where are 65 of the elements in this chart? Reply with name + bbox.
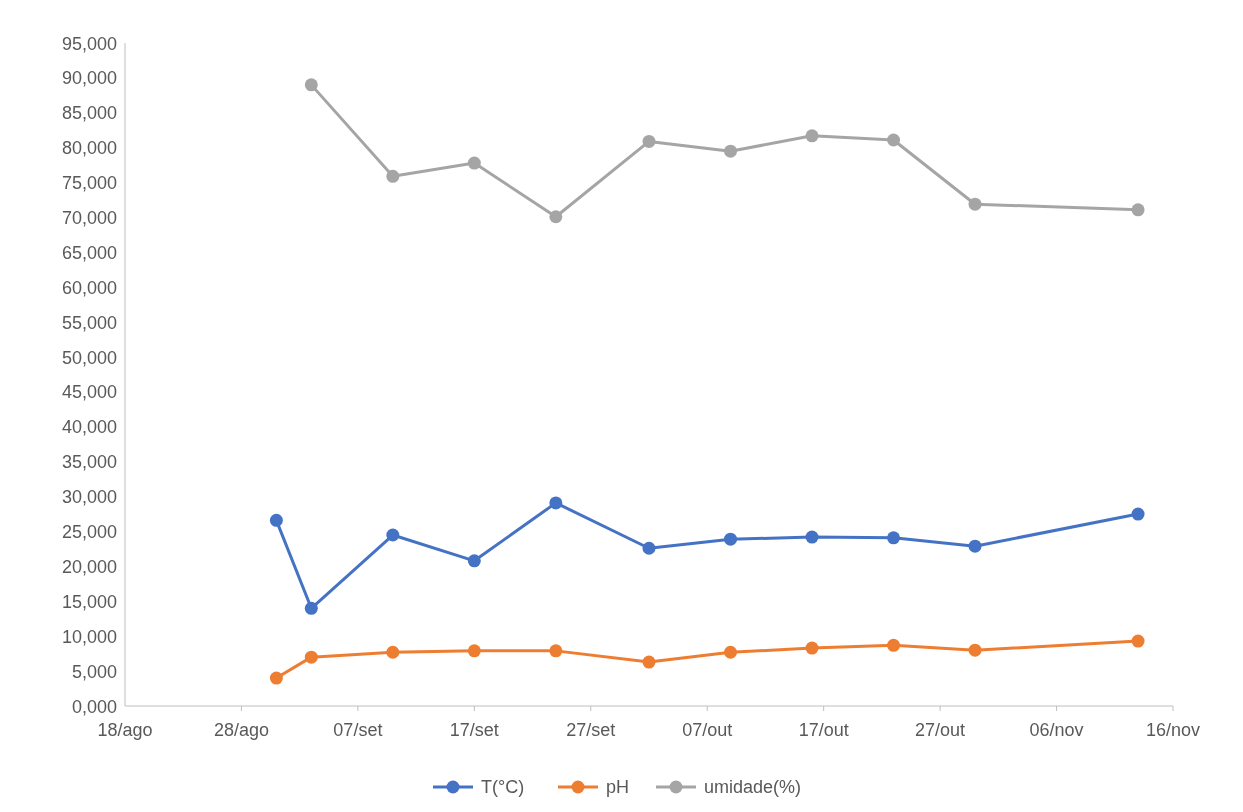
point [304, 78, 318, 92]
point [887, 638, 901, 652]
y-tick-label: 85,000 [61, 103, 117, 124]
y-tick-label: 80,000 [61, 138, 117, 159]
x-tick-label: 27/out [915, 720, 966, 740]
legend-label: umidade(%) [704, 777, 802, 798]
point [269, 513, 283, 527]
point [386, 645, 400, 659]
y-tick-label: 10,000 [61, 626, 117, 647]
y-tick-label: 75,000 [61, 173, 117, 194]
x-tick-label: 17/out [798, 720, 849, 740]
point [968, 197, 982, 211]
y-tick-label: 35,000 [61, 452, 117, 473]
x-tick-label: 27/set [566, 720, 616, 740]
y-tick-label: 50,000 [61, 347, 117, 368]
point [724, 532, 738, 546]
y-tick-label: 30,000 [61, 487, 117, 508]
legend-label: pH [606, 777, 630, 798]
point [1131, 203, 1145, 217]
point [467, 644, 481, 658]
y-tick-label: 55,000 [61, 312, 117, 333]
x-tick-label: 18/ago [97, 720, 153, 740]
y-tick-label: 60,000 [61, 277, 117, 298]
point [304, 650, 318, 664]
x-tick-label: 16/nov [1145, 720, 1201, 740]
y-tick-label: 90,000 [61, 68, 117, 89]
point [887, 133, 901, 147]
y-tick-label: 45,000 [61, 382, 117, 403]
point [805, 129, 819, 143]
point [642, 655, 656, 669]
point [304, 601, 318, 615]
point [805, 641, 819, 655]
point [1131, 507, 1145, 521]
point [467, 156, 481, 170]
point [968, 539, 982, 553]
point [805, 530, 819, 544]
y-tick-label: 20,000 [61, 556, 117, 577]
point [467, 554, 481, 568]
point [386, 169, 400, 183]
y-tick-label: 25,000 [61, 522, 117, 543]
point [724, 645, 738, 659]
y-tick-label: 95,000 [61, 33, 117, 54]
point [549, 496, 563, 510]
x-tick-label: 07/out [682, 720, 733, 740]
point [386, 528, 400, 542]
y-tick-label: 15,000 [61, 591, 117, 612]
point [887, 531, 901, 545]
x-tick-label: 17/set [449, 720, 499, 740]
y-tick-label: 0,000 [71, 696, 117, 717]
point [549, 644, 563, 658]
y-tick-label: 70,000 [61, 207, 117, 228]
point [269, 671, 283, 685]
point [724, 144, 738, 158]
point [642, 134, 656, 148]
legend-label: T(°C) [481, 777, 525, 798]
point [968, 643, 982, 657]
point [642, 541, 656, 555]
y-tick-label: 5,000 [71, 661, 117, 682]
x-tick-label: 07/set [333, 720, 383, 740]
y-tick-label: 65,000 [61, 242, 117, 263]
x-tick-label: 28/ago [213, 720, 269, 740]
x-tick-label: 06/nov [1029, 720, 1084, 740]
y-tick-label: 40,000 [61, 417, 117, 438]
point [549, 210, 563, 224]
point [1131, 634, 1145, 648]
